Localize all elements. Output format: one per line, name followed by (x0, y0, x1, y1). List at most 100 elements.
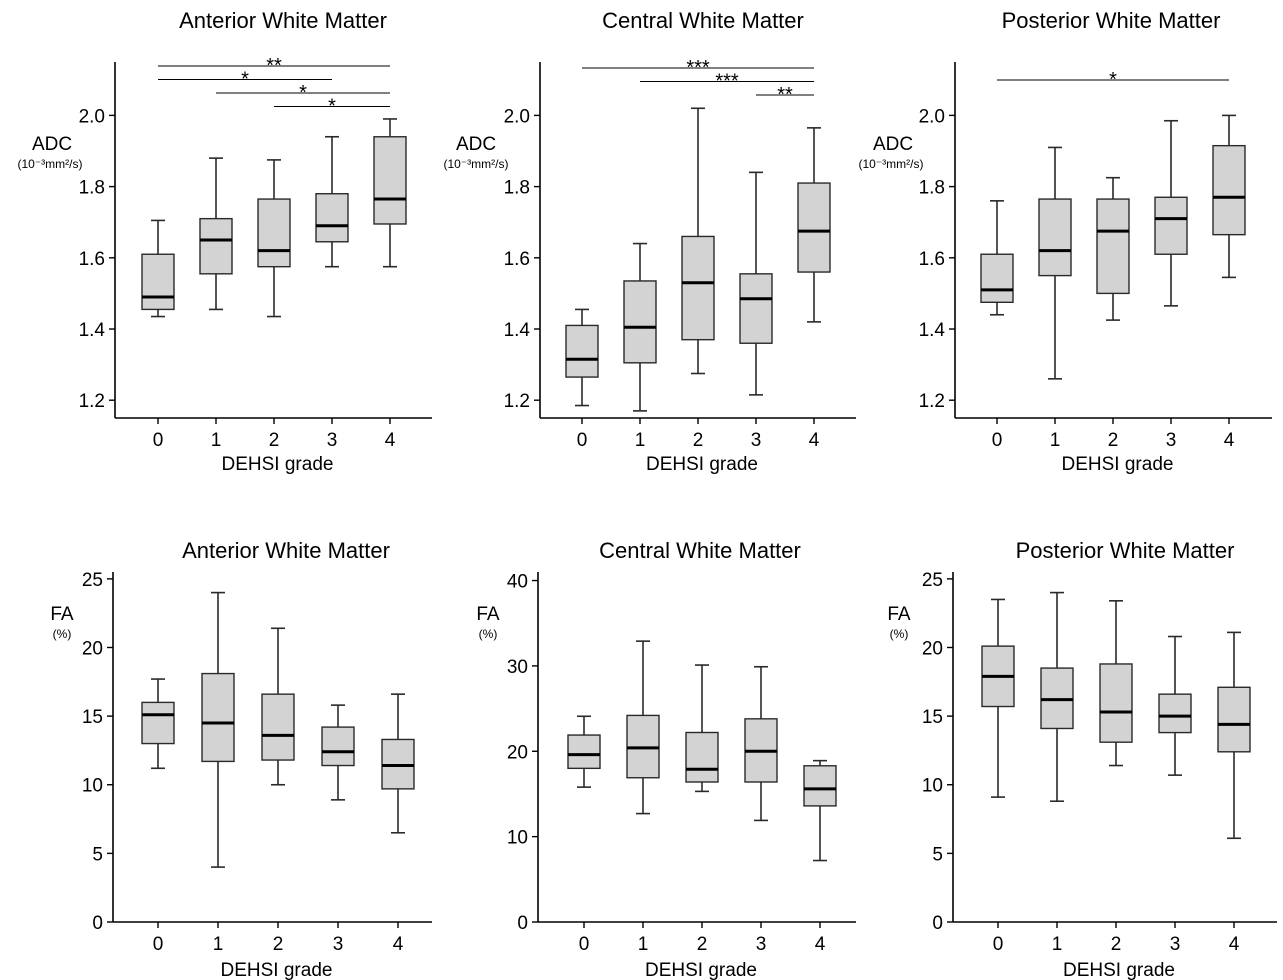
x-tick-label: 0 (577, 430, 588, 451)
y-axis-label: FA (476, 604, 500, 625)
y-tick-label: 1.6 (504, 249, 530, 270)
chart-panel-4: Anterior White Matter 0 5 10 15 20 25 0 1 2 3 4 DEHS… (50, 538, 432, 980)
significance-label: *** (686, 57, 710, 79)
y-tick-label: 1.4 (919, 320, 946, 341)
iqr-box (141, 701, 175, 745)
box-grade-2 (1099, 600, 1133, 767)
x-axis-label: DEHSI grade (645, 960, 757, 980)
x-tick-label: 2 (693, 430, 704, 451)
box-grade-1 (1040, 591, 1074, 803)
y-tick-label: 0 (92, 913, 103, 934)
x-tick-label: 1 (213, 934, 224, 955)
box-grade-3 (739, 171, 773, 396)
x-tick-label: 4 (1224, 430, 1235, 451)
y-tick-label: 5 (92, 844, 103, 865)
y-axis-unit: (10⁻³mm²/s) (859, 157, 924, 171)
x-tick-label: 3 (327, 430, 338, 451)
significance-label: * (328, 96, 336, 118)
y-tick-label: 20 (922, 638, 943, 659)
x-tick-label: 2 (697, 934, 708, 955)
x-tick-label: 0 (992, 430, 1003, 451)
significance-bar: * (274, 96, 390, 118)
x-tick-label: 2 (273, 934, 284, 955)
x-tick-label: 3 (756, 934, 767, 955)
box-grade-3 (321, 704, 355, 801)
iqr-box (373, 136, 407, 225)
x-tick-label: 4 (1229, 934, 1240, 955)
y-axis-label: ADC (456, 134, 496, 155)
y-axis-unit: (10⁻³mm²/s) (444, 157, 509, 171)
y-tick-label: 10 (922, 776, 943, 797)
box-grade-1 (201, 591, 235, 868)
box-grade-4 (797, 127, 831, 323)
box-grade-0 (141, 219, 175, 318)
y-tick-label: 0 (517, 913, 528, 934)
iqr-box (685, 731, 719, 783)
y-axis-label: FA (887, 604, 911, 625)
x-tick-label: 4 (385, 430, 396, 451)
box-grade-0 (565, 308, 599, 407)
chart-panel-5: Central White Matter 0 10 20 30 40 0 1 2 3 4 DEHSI … (476, 538, 856, 980)
iqr-box (1154, 196, 1188, 255)
x-tick-label: 0 (993, 934, 1004, 955)
x-tick-label: 3 (751, 430, 762, 451)
significance-label: * (241, 69, 249, 91)
iqr-box (1038, 198, 1072, 277)
x-tick-label: 1 (211, 430, 222, 451)
x-tick-label: 3 (1170, 934, 1181, 955)
box-grade-1 (1038, 146, 1072, 380)
chart-title: Posterior White Matter (1016, 538, 1235, 563)
x-tick-label: 1 (638, 934, 649, 955)
y-tick-label: 1.6 (79, 249, 105, 270)
x-tick-label: 4 (809, 430, 820, 451)
iqr-box (739, 273, 773, 344)
y-tick-label: 25 (82, 570, 103, 591)
iqr-box (980, 253, 1014, 304)
box-grade-2 (1096, 176, 1130, 321)
x-tick-label: 2 (269, 430, 280, 451)
box-grade-0 (141, 678, 175, 770)
y-tick-label: 10 (82, 776, 103, 797)
y-tick-label: 1.8 (79, 178, 105, 199)
y-tick-label: 5 (932, 844, 943, 865)
y-tick-label: 30 (507, 657, 528, 678)
y-axis-unit: (%) (890, 627, 909, 641)
significance-label: ** (777, 84, 793, 106)
box-grade-3 (1154, 119, 1188, 307)
box-grade-0 (567, 715, 601, 788)
y-tick-label: 1.2 (504, 391, 530, 412)
iqr-box (261, 693, 295, 761)
iqr-box (1212, 144, 1246, 236)
iqr-box (315, 193, 349, 243)
box-grade-1 (199, 157, 233, 311)
significance-bar: * (216, 82, 390, 104)
significance-bar: * (997, 69, 1229, 91)
x-tick-label: 3 (1166, 430, 1177, 451)
iqr-box (565, 324, 599, 378)
x-tick-label: 1 (635, 430, 646, 451)
box-grade-1 (626, 640, 660, 815)
y-tick-label: 2.0 (79, 106, 105, 127)
significance-bar: * (158, 69, 332, 91)
box-grade-3 (1158, 635, 1192, 776)
box-grade-4 (373, 118, 407, 268)
iqr-box (141, 253, 175, 311)
significance-bar: *** (640, 71, 814, 93)
x-tick-label: 0 (153, 430, 164, 451)
box-grade-4 (1217, 631, 1251, 840)
chart-panel-6: Posterior White Matter 0 5 10 15 20 25 0 1 2 3 4 DEH… (887, 538, 1277, 980)
y-axis-label: ADC (32, 134, 72, 155)
y-tick-label: 1.8 (919, 178, 945, 199)
significance-bar: ** (756, 84, 814, 106)
y-tick-label: 0 (932, 913, 943, 934)
chart-panel-3: Posterior White Matter 1.2 1.4 1.6 1.8 2.0 0 1 2… (859, 8, 1272, 475)
box-grade-2 (257, 159, 291, 318)
iqr-box (257, 198, 291, 268)
significance-label: * (299, 82, 307, 104)
y-tick-label: 40 (507, 572, 528, 593)
iqr-box (1158, 693, 1192, 734)
x-tick-label: 1 (1052, 934, 1063, 955)
significance-bar: ** (158, 55, 390, 77)
y-tick-label: 10 (507, 828, 528, 849)
y-tick-label: 1.4 (504, 320, 531, 341)
